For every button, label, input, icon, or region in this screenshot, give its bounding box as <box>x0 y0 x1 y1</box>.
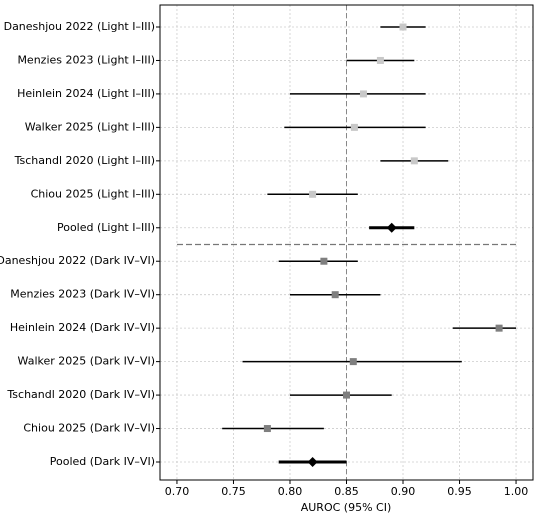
point-marker <box>350 123 358 131</box>
point-marker <box>376 56 384 64</box>
y-tick-label: Chiou 2025 (Dark IV–VI) <box>23 422 155 435</box>
point-marker <box>359 90 367 98</box>
point-marker <box>386 222 397 233</box>
point-marker <box>399 23 407 31</box>
point-marker <box>343 391 350 399</box>
y-tick-label: Menzies 2023 (Light I–III) <box>17 53 155 66</box>
plot-frame <box>159 4 534 481</box>
y-tick-label: Tschandl 2020 (Dark IV–VI) <box>6 388 155 401</box>
x-tick-label: 0.90 <box>391 485 416 498</box>
point-marker <box>320 257 328 265</box>
point-marker <box>410 157 418 165</box>
x-axis-label: AUROC (95% CI) <box>301 501 392 514</box>
point-marker <box>495 324 503 332</box>
y-tick-label: Tschandl 2020 (Light I–III) <box>14 154 155 167</box>
x-tick-label: 0.95 <box>447 485 472 498</box>
x-tick-label: 0.85 <box>334 485 359 498</box>
point-marker <box>263 425 271 433</box>
y-tick-label: Walker 2025 (Dark IV–VI) <box>18 355 155 368</box>
y-tick-label: Heinlein 2024 (Light I–III) <box>17 87 155 100</box>
y-tick-label: Menzies 2023 (Dark IV–VI) <box>10 288 155 301</box>
point-marker <box>307 457 318 467</box>
y-tick-label: Daneshjou 2022 (Dark IV–VI) <box>0 254 155 267</box>
point-marker <box>331 291 339 299</box>
point-marker <box>349 358 357 366</box>
y-tick-label: Heinlein 2024 (Dark IV–VI) <box>10 321 155 334</box>
y-tick-label: Chiou 2025 (Light I–III) <box>31 187 155 200</box>
x-tick-label: 1.00 <box>504 485 529 498</box>
x-tick-label: 0.70 <box>165 485 190 498</box>
x-tick-label: 0.75 <box>221 485 246 498</box>
y-tick-label: Daneshjou 2022 (Light I–III) <box>4 20 155 33</box>
y-tick-label: Walker 2025 (Light I–III) <box>25 120 155 133</box>
x-tick-label: 0.80 <box>278 485 303 498</box>
y-tick-label: Pooled (Dark IV–VI) <box>50 455 155 468</box>
point-marker <box>309 190 317 198</box>
y-tick-label: Pooled (Light I–III) <box>57 221 155 234</box>
